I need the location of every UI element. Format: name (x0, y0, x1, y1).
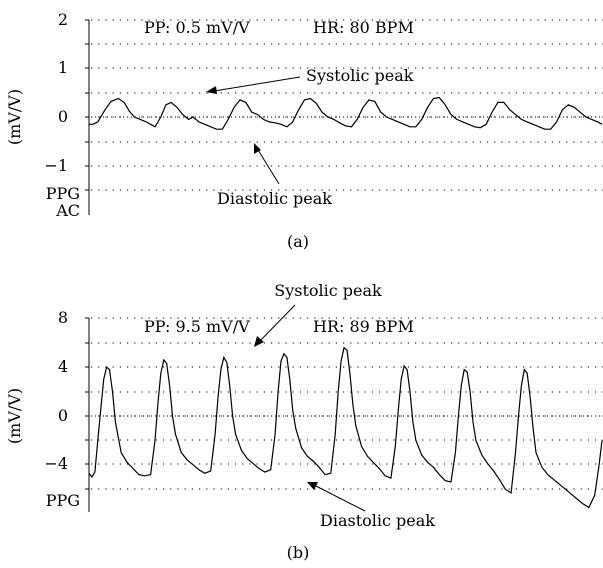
panel-a-hr-text: HR: 80 BPM (313, 18, 414, 37)
panel-b-side-label-ppg: PPG (46, 491, 80, 510)
panel-b-y-tick-label: 8 (58, 308, 68, 327)
panel-a-systolic-arrow (207, 76, 301, 93)
panel-a-y-tick-label: −1 (44, 156, 68, 175)
panel-a-y-tick-label: 0 (58, 107, 68, 126)
panel-b-systolic-label: Systolic peak (274, 281, 382, 300)
panel-a-pp-text: PP: 0.5 mV/V (144, 18, 250, 37)
panel-a-systolic-arrowhead (206, 86, 217, 94)
panel-a-y-axis-label: (mV/V) (5, 89, 24, 145)
panel-a-systolic-label: Systolic peak (306, 66, 414, 85)
panel-a-chart: 2 1 0 −1 (mV/V) PPG AC PP: 0.5 mV/V HR: 80 … (5, 10, 603, 251)
panel-a-panel-label: (a) (287, 232, 309, 251)
panel-a-series-line (89, 96, 603, 130)
panel-a-y-tick-label: 2 (58, 10, 68, 29)
panel-b-diastolic-arrow (309, 482, 366, 512)
panel-b-chart: 8 4 0 −4 (mV/V) PPG PP: 9.5 mV/V HR: 89 BPM… (5, 281, 603, 562)
panel-a-side-label-ac: AC (55, 201, 80, 220)
panel-b-systolic-arrow (255, 304, 296, 346)
panel-b-y-tick-label: 4 (58, 357, 68, 376)
panel-b-diastolic-arrowhead (307, 482, 318, 490)
panel-b-series-line (88, 346, 603, 509)
panel-b-systolic-arrowhead (254, 336, 264, 347)
panel-a-diastolic-arrowhead (254, 143, 261, 154)
panel-a-y-tick-label: 1 (58, 58, 68, 77)
panel-b-y-ticks: 8 4 0 −4 (44, 308, 89, 490)
panel-a-side-label-ppg: PPG (46, 184, 80, 203)
panel-b-hr-text: HR: 89 BPM (313, 317, 414, 336)
panel-a-diastolic-label: Diastolic peak (217, 189, 332, 208)
panel-a-y-ticks: 2 1 0 −1 (44, 10, 89, 191)
panel-b-gridlines (91, 317, 603, 490)
panel-b-y-axis-label: (mV/V) (5, 388, 24, 444)
panel-b-diastolic-label: Diastolic peak (320, 511, 435, 530)
panel-b-panel-label: (b) (287, 543, 310, 562)
panel-b-y-tick-label: 0 (58, 406, 68, 425)
panel-a-diastolic-arrow (254, 144, 280, 185)
panel-b-pp-text: PP: 9.5 mV/V (144, 317, 250, 336)
panel-b-y-tick-label: −4 (44, 454, 68, 473)
panel-a-gridlines (91, 19, 603, 191)
